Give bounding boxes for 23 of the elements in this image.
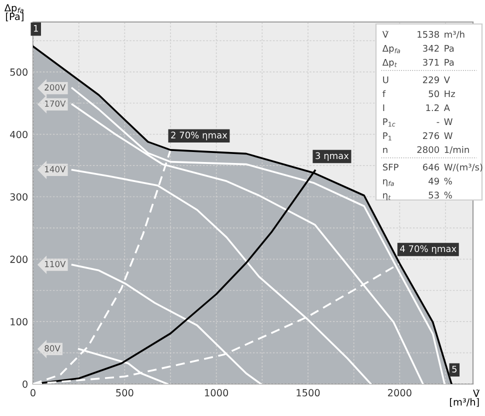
y-tick-label: 200 — [10, 256, 28, 264]
series-label: 200V — [44, 84, 66, 91]
y-axis-title: Δp$_{fa}$ [Pa] — [4, 4, 24, 22]
y-tick-label: 400 — [10, 130, 28, 138]
annotation: 4 70% ηmax — [400, 245, 456, 254]
annotation: 3 ηmax — [316, 152, 349, 161]
annotation: 5 — [452, 366, 457, 373]
y-tick-label: 500 — [10, 68, 28, 76]
y-tick-label: 300 — [10, 193, 28, 201]
x-tick-label: 0 — [30, 389, 36, 396]
series-label: 170V — [45, 100, 66, 107]
text: 80V — [44, 345, 60, 352]
x-axis-title: V̇ [m³/h] — [450, 389, 480, 407]
y-tick-label: 0 — [22, 380, 28, 388]
series-label: 140V — [45, 166, 66, 172]
annotation: 1 — [34, 25, 38, 32]
x-tick-label: 500 — [116, 389, 134, 396]
x-tick-label: 2000 — [388, 389, 412, 396]
annotation: 2 70% ηmax — [171, 132, 228, 140]
y-tick-label: 100 — [10, 318, 28, 326]
x-tick-label: 1500 — [296, 389, 320, 396]
series-label: 110V — [45, 260, 66, 268]
x-tick-label: 1000 — [205, 389, 228, 396]
